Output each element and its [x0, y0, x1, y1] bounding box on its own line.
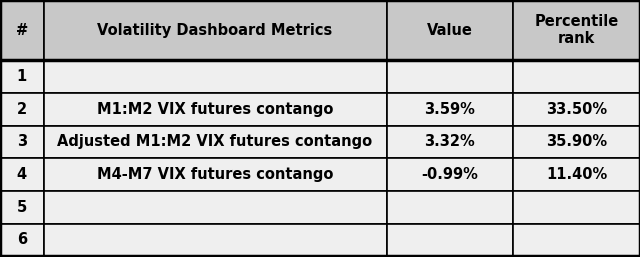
Text: 3.59%: 3.59% [424, 102, 476, 117]
Bar [387, 224, 513, 256]
Text: 35.90%: 35.90% [546, 134, 607, 150]
Bar [0, 224, 44, 256]
Bar [0, 0, 44, 60]
Bar [44, 93, 387, 126]
Bar [387, 191, 513, 224]
Text: 3: 3 [17, 134, 27, 150]
Bar [44, 60, 387, 93]
Bar [513, 0, 640, 60]
Bar [0, 158, 44, 191]
Bar [513, 126, 640, 158]
Bar [513, 191, 640, 224]
Bar [387, 158, 513, 191]
Bar [0, 126, 44, 158]
Bar [387, 60, 513, 93]
Bar [513, 60, 640, 93]
Text: 5: 5 [17, 200, 27, 215]
Text: #: # [15, 23, 28, 38]
Bar [387, 0, 513, 60]
Bar [44, 224, 387, 256]
Bar [0, 93, 44, 126]
Text: 6: 6 [17, 232, 27, 247]
Bar [513, 224, 640, 256]
Text: 1: 1 [17, 69, 27, 84]
Bar [44, 158, 387, 191]
Text: 33.50%: 33.50% [546, 102, 607, 117]
Text: 11.40%: 11.40% [546, 167, 607, 182]
Text: M1:M2 VIX futures contango: M1:M2 VIX futures contango [97, 102, 333, 117]
Bar [44, 191, 387, 224]
Bar [44, 126, 387, 158]
Bar [513, 158, 640, 191]
Text: 2: 2 [17, 102, 27, 117]
Text: Value: Value [427, 23, 473, 38]
Bar [0, 191, 44, 224]
Text: 3.32%: 3.32% [424, 134, 476, 150]
Text: Percentile
rank: Percentile rank [534, 14, 619, 47]
Text: Adjusted M1:M2 VIX futures contango: Adjusted M1:M2 VIX futures contango [58, 134, 372, 150]
Bar [0, 60, 44, 93]
Bar [44, 0, 387, 60]
Text: -0.99%: -0.99% [422, 167, 478, 182]
Text: 4: 4 [17, 167, 27, 182]
Text: M4-M7 VIX futures contango: M4-M7 VIX futures contango [97, 167, 333, 182]
Bar [387, 93, 513, 126]
Bar [387, 126, 513, 158]
Bar [513, 93, 640, 126]
Text: Volatility Dashboard Metrics: Volatility Dashboard Metrics [97, 23, 333, 38]
